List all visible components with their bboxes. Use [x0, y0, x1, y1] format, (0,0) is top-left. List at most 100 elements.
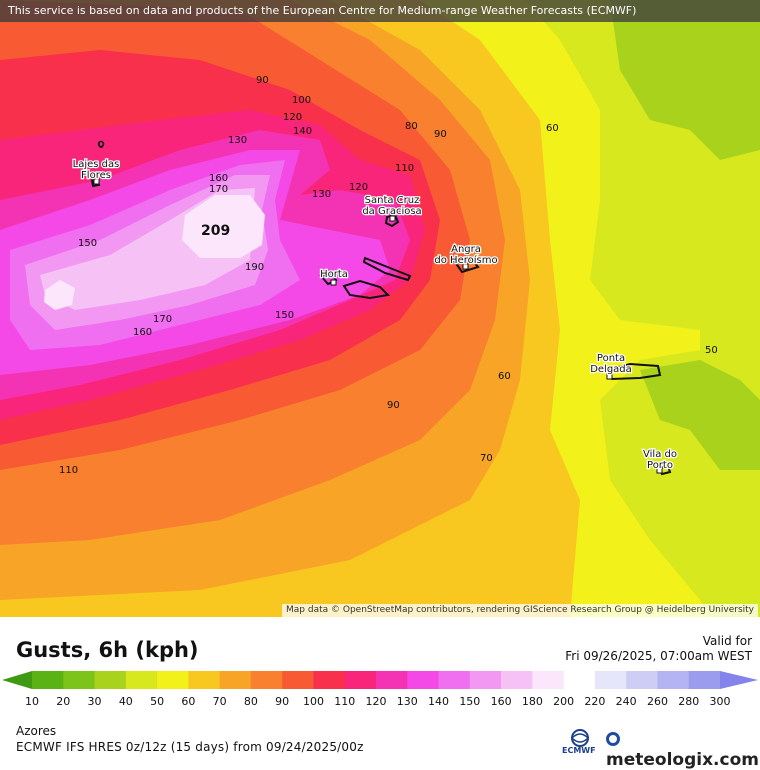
legend-swatch	[125, 671, 158, 689]
marker-lajes	[93, 178, 100, 185]
legend-swatch	[657, 671, 690, 689]
legend-swatch	[282, 671, 314, 689]
legend-tick-label: 280	[678, 695, 699, 708]
valid-time: Fri 09/26/2025, 07:00am WEST	[565, 649, 752, 663]
legend-swatch	[94, 671, 127, 689]
contour-label: 60	[546, 123, 559, 134]
legend-swatch	[626, 671, 658, 689]
legend-swatch	[344, 671, 377, 689]
contour-label: 90	[434, 129, 447, 140]
contour-label: 160	[133, 327, 152, 338]
legend-swatch	[469, 671, 502, 689]
contour-label: 60	[498, 371, 511, 382]
legend-tick-label: 80	[244, 695, 258, 708]
legend-tick-label: 70	[213, 695, 227, 708]
legend-swatch	[157, 671, 189, 689]
legend-tick-label: 20	[56, 695, 70, 708]
city-label-lajes: Lajes das Flores	[73, 159, 120, 181]
marker-vila-do-porto	[656, 467, 663, 474]
legend-tick-label: 220	[584, 695, 605, 708]
legend-swatch	[688, 671, 721, 689]
gust-map: Lajes das Flores Santa Cruz da Graciosa An…	[0, 0, 760, 617]
map-credit: Map data © OpenStreetMap contributors, r…	[282, 604, 758, 617]
city-label-horta: Horta	[320, 269, 348, 280]
meteologix-text: meteologix.com	[606, 750, 759, 770]
legend-swatch	[501, 671, 533, 689]
legend-tick-label: 260	[647, 695, 668, 708]
contour-label: 90	[256, 75, 269, 86]
legend-swatch	[438, 671, 471, 689]
contour-label: 170	[153, 314, 172, 325]
field-200	[182, 195, 265, 258]
color-legend: 10 20 30 40 50 60 70 80 90 100 110 120 130 140 150 160 1…	[2, 671, 758, 708]
contour-label: 150	[78, 238, 97, 249]
attribution-banner: This service is based on data and produc…	[0, 0, 760, 22]
contour-label: 190	[245, 262, 264, 273]
legend-swatch	[563, 671, 596, 689]
ecmwf-logo-icon	[571, 729, 589, 747]
model-info: ECMWF IFS HRES 0z/12z (15 days) from 09/…	[16, 740, 364, 754]
valid-label: Valid for	[702, 634, 752, 648]
island-pico	[342, 279, 391, 300]
meteologix-brand[interactable]: meteologix.com	[606, 730, 760, 770]
legend-swatch	[313, 671, 346, 689]
chart-title: Gusts, 6h (kph)	[16, 638, 199, 662]
contour-label: 130	[228, 135, 247, 146]
marker-angra	[462, 263, 469, 270]
legend-swatch	[250, 671, 283, 689]
marker-ponta-delgada	[606, 373, 613, 380]
legend-labels: 10 20 30 40 50 60 70 80 90 100 110 120 130 140 150 160 1…	[25, 695, 731, 708]
contour-label: 140	[293, 126, 312, 137]
legend-swatch	[63, 671, 96, 689]
legend-tick-label: 160	[491, 695, 512, 708]
legend-tick-label: 50	[150, 695, 164, 708]
field-40-b	[640, 360, 760, 470]
city-label-santa-cruz: Santa Cruz da Graciosa	[362, 195, 421, 217]
legend-tick-label: 200	[553, 695, 574, 708]
contour-label: 110	[59, 465, 78, 476]
legend-tick-label: 40	[119, 695, 133, 708]
zero-label: 0	[98, 140, 104, 151]
contour-label: 110	[395, 163, 414, 174]
contour-label: 70	[480, 453, 493, 464]
field-40	[610, 0, 760, 160]
marker-horta	[330, 279, 337, 286]
legend-tick-label: 30	[88, 695, 102, 708]
island-outlines	[90, 176, 672, 476]
legend-tick-label: 110	[334, 695, 355, 708]
contour-label: 80	[405, 121, 418, 132]
city-label-angra: Angra do Heroísmo	[434, 244, 497, 266]
marker-santa-cruz	[389, 215, 396, 222]
contour-label: 150	[275, 310, 294, 321]
ecmwf-label: ECMWF	[562, 746, 596, 755]
legend-tick-label: 300	[710, 695, 731, 708]
contour-label: 120	[349, 182, 368, 193]
legend-tick-label: 130	[397, 695, 418, 708]
legend-tick-label: 60	[181, 695, 195, 708]
legend-tick-label: 100	[303, 695, 324, 708]
legend-swatch	[32, 671, 64, 689]
island-terceira	[453, 258, 480, 274]
city-label-vila-do-porto: Vila do Porto	[643, 449, 677, 471]
legend-arrow-right	[720, 671, 758, 689]
legend-tick-label: 150	[459, 695, 480, 708]
island-graciosa	[384, 213, 400, 228]
city-label-ponta-delgada: Ponta Delgada	[590, 353, 632, 375]
legend-swatch	[594, 671, 627, 689]
contour-label: 90	[387, 400, 400, 411]
city-markers	[93, 178, 663, 474]
legend-swatch	[532, 671, 565, 689]
meteologix-logo-icon	[606, 732, 620, 746]
legend-tick-label: 140	[428, 695, 449, 708]
legend-swatch	[188, 671, 221, 689]
contour-labels: 90 100 120 140 130 80 90 60 110 160 170 …	[59, 75, 718, 476]
contour-label: 170	[209, 184, 228, 195]
legend-tick-label: 180	[522, 695, 543, 708]
contour-label: 100	[292, 95, 311, 106]
legend-tick-label: 120	[366, 695, 387, 708]
max-gust-label: 209	[201, 223, 230, 239]
legend-swatch	[376, 671, 408, 689]
field-200-b	[44, 280, 75, 310]
legend-tick-label: 240	[616, 695, 637, 708]
contour-label: 130	[312, 189, 331, 200]
